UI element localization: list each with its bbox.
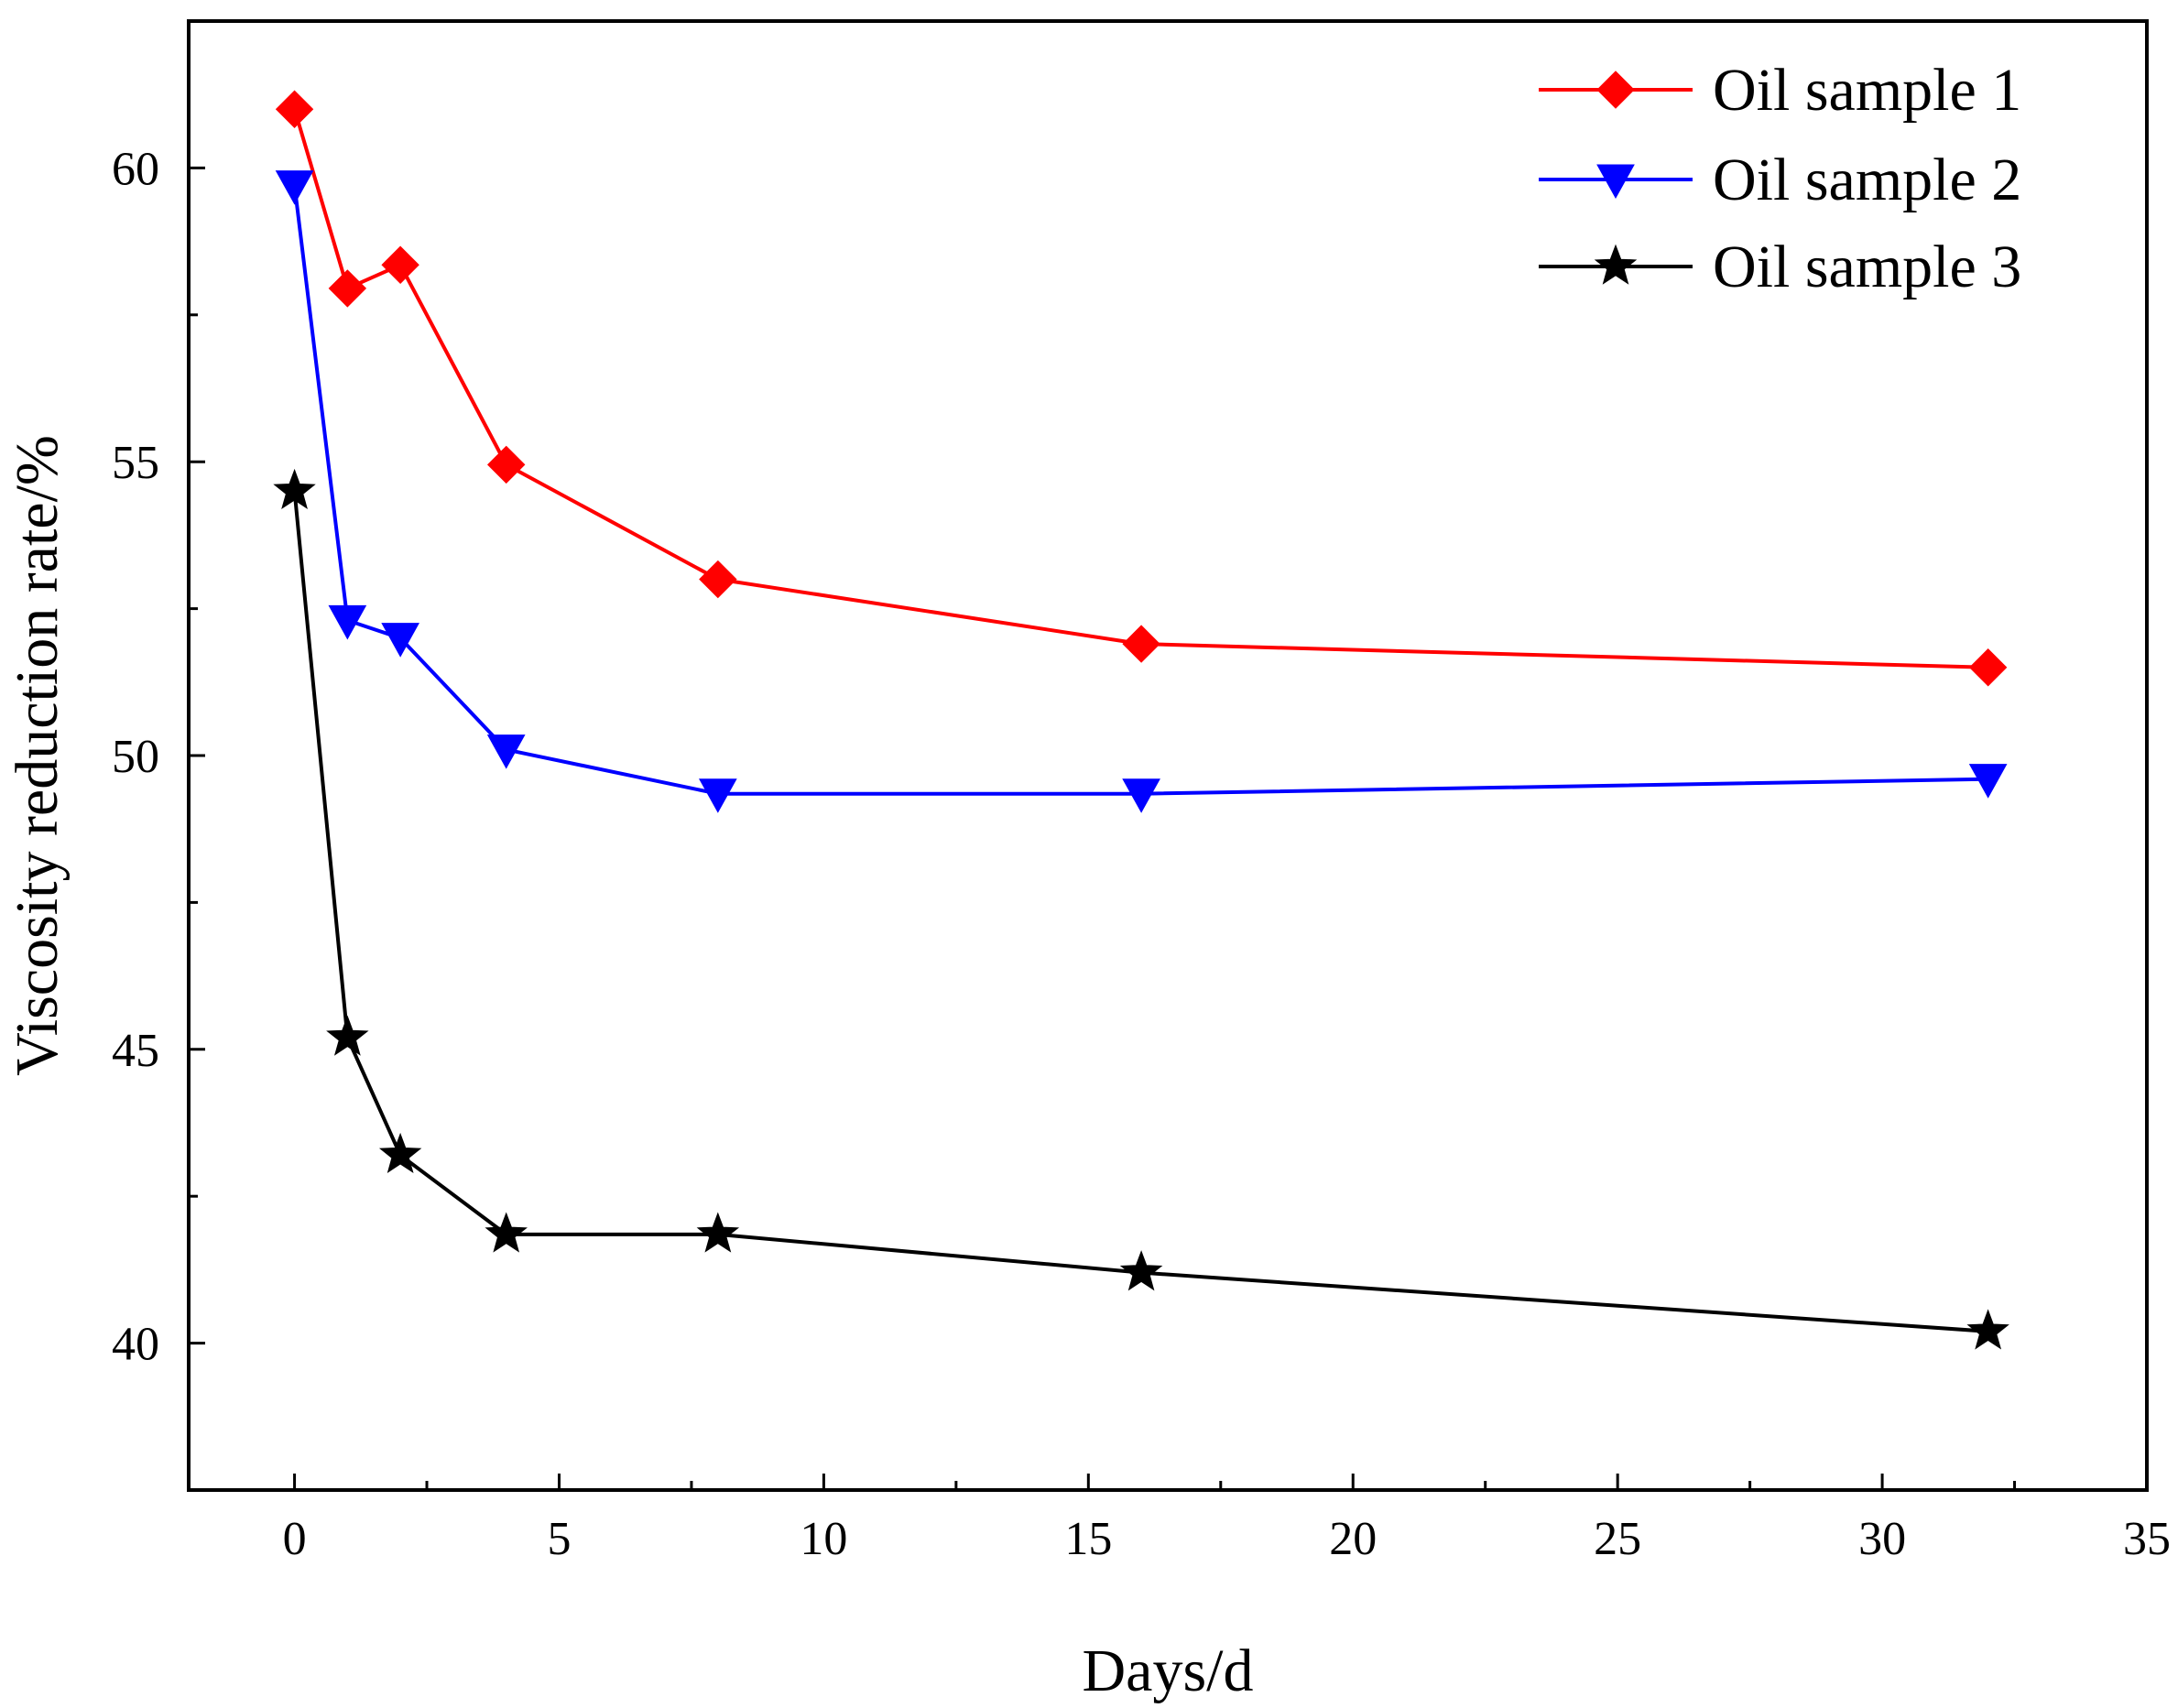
data-point <box>328 604 367 640</box>
data-point <box>698 778 737 813</box>
y-tick-label: 60 <box>112 143 159 195</box>
data-point <box>381 245 419 284</box>
data-point <box>326 1015 369 1056</box>
y-tick-label: 45 <box>112 1025 159 1077</box>
x-tick-label: 20 <box>1329 1513 1377 1565</box>
data-point <box>275 170 314 205</box>
legend-item-3: Oil sample 3 <box>1539 234 2021 300</box>
series-1 <box>275 90 2008 687</box>
x-tick-label: 35 <box>2123 1513 2171 1565</box>
legend-marker <box>1596 164 1635 200</box>
legend-item-1: Oil sample 1 <box>1539 57 2021 124</box>
y-tick-label: 50 <box>112 731 159 783</box>
legend-label: Oil sample 3 <box>1713 234 2021 300</box>
y-axis-title: Viscosity reduction rate/% <box>4 435 71 1076</box>
y-tick-label: 55 <box>112 437 159 489</box>
data-point <box>381 623 419 658</box>
data-point <box>696 1212 740 1253</box>
data-point <box>275 90 314 128</box>
legend-label: Oil sample 2 <box>1713 147 2021 213</box>
data-point <box>486 734 526 769</box>
series-2 <box>275 170 2008 813</box>
data-point <box>699 560 737 599</box>
data-point <box>1122 625 1160 663</box>
x-tick-label: 10 <box>800 1513 847 1565</box>
legend-marker <box>1596 71 1635 109</box>
legend-marker <box>1594 244 1638 285</box>
axis-ticks: 0 5 10 15 20 25 30 35 40 45 50 55 60 <box>112 143 2171 1565</box>
x-tick-label: 0 <box>283 1513 307 1565</box>
data-point <box>485 1212 528 1253</box>
data-point <box>1968 764 2008 799</box>
x-axis-title: Days/d <box>1083 1637 1254 1704</box>
legend: Oil sample 1 Oil sample 2 Oil sample 3 <box>1539 57 2021 300</box>
series-3 <box>273 468 2009 1350</box>
data-point <box>328 269 367 308</box>
x-tick-label: 5 <box>547 1513 571 1565</box>
data-point <box>1119 1250 1163 1291</box>
series-layer <box>273 90 2009 1350</box>
y-tick-label: 40 <box>112 1319 159 1371</box>
legend-item-2: Oil sample 2 <box>1539 147 2021 213</box>
data-point <box>378 1132 422 1174</box>
x-tick-label: 15 <box>1064 1513 1112 1565</box>
data-point <box>1122 778 1160 813</box>
data-point <box>1968 648 2008 687</box>
data-point <box>273 468 316 510</box>
data-point <box>1966 1309 2009 1350</box>
series-line <box>292 491 1988 1333</box>
x-tick-label: 25 <box>1594 1513 1641 1565</box>
legend-label: Oil sample 1 <box>1713 57 2021 124</box>
data-point <box>486 445 526 484</box>
x-tick-label: 30 <box>1858 1513 1906 1565</box>
